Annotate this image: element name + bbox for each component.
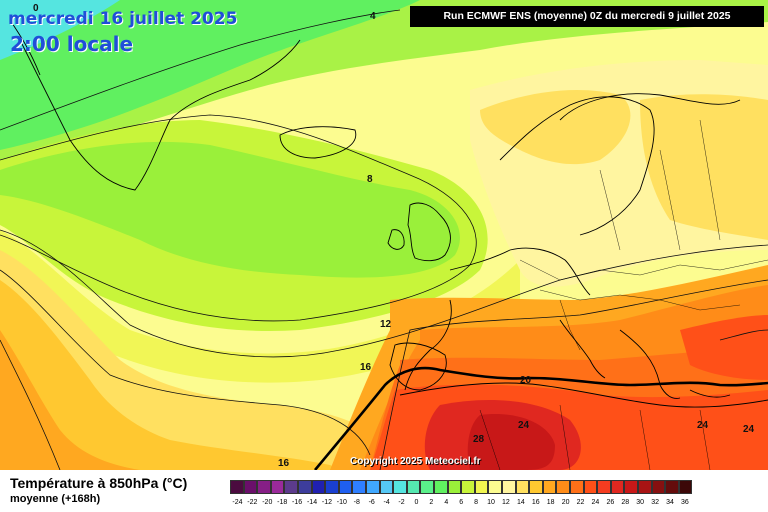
temperature-map: 0 4 8 12 16 16 20 24 24 24 28 bbox=[0, 0, 768, 470]
legend-tick-label: -4 bbox=[383, 499, 390, 506]
legend-tick-label: 30 bbox=[636, 499, 645, 506]
legend-tick-label: 32 bbox=[651, 499, 659, 506]
legend-tick-label: -22 bbox=[247, 499, 258, 506]
legend-tick-label: 18 bbox=[546, 499, 555, 506]
legend-tick-label: 4 bbox=[444, 499, 449, 506]
legend-tick-label: 28 bbox=[621, 499, 630, 506]
legend-tick-label: -16 bbox=[292, 499, 303, 506]
legend-swatch bbox=[257, 480, 271, 494]
coastlines bbox=[9, 19, 768, 408]
field-teal-corner bbox=[0, 0, 120, 60]
legend-swatch bbox=[366, 480, 380, 494]
variable-subtitle: moyenne (+168h) bbox=[10, 493, 101, 505]
legend-swatch bbox=[624, 480, 638, 494]
legend-swatch bbox=[420, 480, 434, 494]
legend-tick-label: 16 bbox=[531, 499, 540, 506]
legend-swatch bbox=[406, 480, 421, 494]
legend-swatch bbox=[610, 480, 625, 494]
legend-swatch bbox=[393, 480, 407, 494]
legend-tick-label: 8 bbox=[474, 499, 479, 506]
legend-tick-label: 14 bbox=[516, 499, 525, 506]
legend-tick-label: 26 bbox=[606, 499, 615, 506]
contour-label-12: 12 bbox=[380, 319, 392, 330]
contour-label-24-b: 24 bbox=[697, 420, 709, 431]
contour-label-16-a: 16 bbox=[360, 362, 372, 373]
legend-tick-label: -8 bbox=[353, 499, 360, 506]
field-lightorange-east bbox=[640, 94, 768, 240]
legend-swatch bbox=[515, 480, 530, 494]
legend-swatch bbox=[434, 480, 448, 494]
legend-swatch bbox=[665, 480, 679, 494]
legend-tick-label: -2 bbox=[398, 499, 405, 506]
field-green-atlantic bbox=[0, 141, 460, 278]
legend-swatch bbox=[488, 480, 502, 494]
legend-tick-label: -20 bbox=[262, 499, 273, 506]
legend-swatch bbox=[230, 480, 244, 494]
legend-swatch bbox=[447, 480, 462, 494]
legend-tick-label: -10 bbox=[336, 499, 347, 506]
legend-swatch bbox=[638, 480, 652, 494]
footer: Température à 850hPa (°C) moyenne (+168h… bbox=[0, 470, 768, 512]
contour-label-24-c: 24 bbox=[743, 424, 755, 435]
legend-tick-label: -6 bbox=[368, 499, 375, 506]
legend-swatch bbox=[243, 480, 258, 494]
run-info: Run ECMWF ENS (moyenne) 0Z du mercredi 9… bbox=[410, 6, 764, 27]
field-lightorange-scandinavia bbox=[480, 90, 631, 165]
legend-swatch bbox=[338, 480, 353, 494]
legend-swatch bbox=[570, 480, 584, 494]
legend-swatch bbox=[352, 480, 366, 494]
legend-swatch bbox=[597, 480, 611, 494]
copyright: Copyright 2025 Meteociel.fr bbox=[350, 456, 481, 467]
legend-tick-label: -18 bbox=[277, 499, 288, 506]
legend-swatch bbox=[298, 480, 312, 494]
legend-swatch bbox=[474, 480, 489, 494]
legend-swatch bbox=[270, 480, 285, 494]
legend-tick-label: 22 bbox=[576, 499, 585, 506]
isotherms bbox=[0, 9, 768, 470]
contour-label-20: 20 bbox=[520, 375, 532, 386]
legend-tick-label: 34 bbox=[666, 499, 674, 506]
legend-tick-label: 24 bbox=[591, 499, 600, 506]
legend-swatch bbox=[542, 480, 557, 494]
legend-swatch bbox=[379, 480, 394, 494]
isotherm-20 bbox=[314, 366, 768, 470]
legend-tick-label: 36 bbox=[681, 499, 689, 506]
legend-tick-label: 0 bbox=[414, 499, 419, 506]
forecast-time: 2:00 locale bbox=[10, 32, 134, 56]
legend-tick-label: 12 bbox=[502, 499, 510, 506]
field-deepred-sahara bbox=[467, 414, 555, 470]
legend-swatch bbox=[583, 480, 598, 494]
legend-swatch bbox=[461, 480, 475, 494]
legend-swatch bbox=[651, 480, 666, 494]
legend-swatch bbox=[556, 480, 570, 494]
contour-label-4: 4 bbox=[370, 11, 376, 22]
contour-label-8: 8 bbox=[367, 174, 373, 185]
legend-tick-label: 2 bbox=[429, 499, 434, 506]
field-orange-west bbox=[0, 280, 340, 470]
legend-tick-label: -12 bbox=[321, 499, 333, 506]
contour-label-24-a: 24 bbox=[518, 420, 530, 431]
contour-label-28: 28 bbox=[473, 434, 485, 445]
field-green-arctic bbox=[0, 0, 420, 150]
field-darkorange-southwest bbox=[0, 330, 140, 470]
legend-tick-label: 10 bbox=[487, 499, 495, 506]
legend-tick-label: -24 bbox=[232, 499, 243, 506]
legend-tick-label: 6 bbox=[459, 499, 464, 506]
legend-swatch bbox=[311, 480, 326, 494]
legend-tick-label: -14 bbox=[306, 499, 318, 506]
contour-label-0: 0 bbox=[33, 3, 39, 14]
legend-tick-label: 20 bbox=[561, 499, 570, 506]
legend-swatch bbox=[678, 480, 693, 494]
contour-label-16-b: 16 bbox=[278, 458, 290, 469]
forecast-date: mercredi 16 juillet 2025 bbox=[8, 9, 238, 29]
legend-swatch bbox=[284, 480, 298, 494]
legend-swatch bbox=[325, 480, 339, 494]
variable-title: Température à 850hPa (°C) bbox=[10, 475, 188, 491]
legend-swatch bbox=[529, 480, 543, 494]
legend-swatch bbox=[502, 480, 516, 494]
map-area: 0 4 8 12 16 16 20 24 24 24 28 mercredi 1… bbox=[0, 0, 768, 470]
borders bbox=[479, 119, 768, 470]
field-red-east bbox=[680, 315, 768, 380]
